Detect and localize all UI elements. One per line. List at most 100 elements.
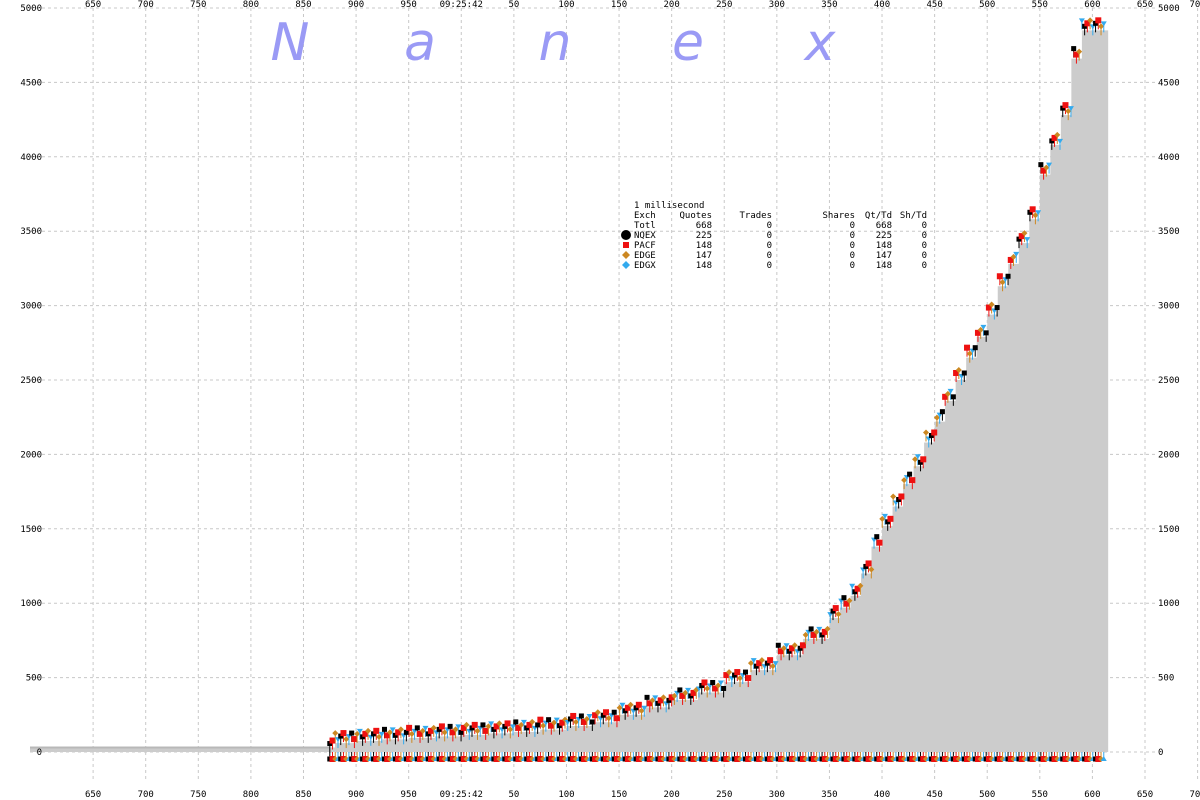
exchange-quote-markers (327, 17, 1107, 762)
nqex-quote-marker (950, 394, 956, 400)
legend-header: Shares (822, 211, 855, 221)
pacf-quote-marker (1084, 20, 1091, 27)
nqex-quote-marker (513, 719, 519, 725)
edgx-quote-marker (849, 583, 856, 589)
pacf-quote-marker (351, 736, 358, 743)
legend-cell: 0 (767, 261, 772, 271)
x-tick-label: 200 (664, 790, 680, 800)
edge-quote-marker (1010, 253, 1017, 260)
edgx-quote-marker (455, 724, 462, 730)
x-tick-label: 550 (1032, 790, 1048, 800)
edgx-quote-marker (510, 724, 517, 730)
legend-cell: 668 (696, 221, 712, 231)
nqex-quote-marker (961, 370, 967, 376)
edge-quote-marker (572, 718, 579, 725)
edge-quote-marker (922, 429, 929, 436)
x-tick-label: 650 (1137, 0, 1153, 10)
pacf-quote-marker (362, 730, 369, 737)
edgx-quote-marker (881, 513, 888, 519)
x-tick-label: 300 (769, 790, 785, 800)
edge-quote-marker (649, 697, 656, 704)
nqex-quote-marker (721, 685, 727, 691)
edge-quote-marker (704, 685, 711, 692)
pacf-quote-marker (526, 721, 533, 728)
y-tick-label: 4000 (1158, 153, 1180, 163)
pacf-quote-marker (1095, 17, 1102, 24)
edge-quote-marker (966, 350, 973, 357)
edgx-quote-marker (586, 713, 593, 719)
x-tick-label: 600 (1084, 790, 1100, 800)
edgx-quote-marker (685, 687, 692, 693)
x-tick-label: 800 (243, 0, 259, 10)
y-tick-label: 1500 (1158, 525, 1180, 535)
nqex-quote-marker (381, 726, 387, 732)
x-tick-label: 50 (508, 790, 519, 800)
legend-nqex-swatch (621, 230, 631, 240)
edge-quote-marker (365, 727, 372, 734)
edgx-quote-marker (652, 695, 659, 701)
y-tick-label: 2500 (1158, 376, 1180, 386)
edge-quote-marker (605, 715, 612, 722)
y-tick-label: 1000 (20, 599, 42, 609)
pacf-quote-marker (788, 645, 795, 652)
y-axis-right: 0 500 1000 1500 2000 2500 3000 3500 4000 4500 5000 (1158, 4, 1180, 758)
edge-quote-marker (791, 642, 798, 649)
pacf-quote-marker (570, 712, 577, 719)
x-tick-label: 700 (138, 790, 154, 800)
edge-quote-marker (660, 694, 667, 701)
edge-quote-marker (518, 721, 525, 728)
x-axis-bottom: 650 700 750 800 850 900 950 09:25:42 50 100 150 200… (85, 790, 1200, 800)
edge-quote-marker (419, 727, 426, 734)
x-tick-label: 350 (821, 790, 837, 800)
pacf-quote-marker (624, 704, 631, 711)
x-tick-label: 09:25:42 (440, 0, 483, 10)
edgx-quote-marker (783, 643, 790, 649)
nqex-quote-marker (1038, 162, 1044, 168)
pacf-quote-marker (734, 669, 741, 676)
y-tick-label: 1000 (1158, 599, 1180, 609)
pacf-quote-marker (909, 477, 916, 484)
legend-cell: 0 (767, 231, 772, 241)
edge-quote-marker (551, 719, 558, 726)
edge-quote-marker (1087, 17, 1094, 24)
x-tick-label: 700 (1189, 790, 1200, 800)
y-tick-label: 3000 (1158, 302, 1180, 312)
y-axis-left: 0 500 1000 1500 2000 2500 3000 3500 4000 4500 5000 (20, 4, 42, 758)
x-tick-label: 400 (874, 0, 890, 10)
x-tick-label: 650 (85, 0, 101, 10)
pacf-quote-marker (1051, 134, 1058, 141)
pacf-quote-marker (843, 600, 850, 607)
edgx-quote-marker (1035, 210, 1042, 216)
x-tick-label: 400 (874, 790, 890, 800)
pacf-quote-marker (438, 723, 445, 730)
legend-cell: Totl (634, 221, 656, 231)
legend-title: 1 millisecond (634, 201, 704, 211)
y-tick-label: 5000 (20, 4, 42, 14)
pacf-quote-marker (745, 675, 752, 682)
nqex-quote-marker (874, 534, 880, 540)
edge-quote-marker (901, 477, 908, 484)
nqex-quote-marker (742, 669, 748, 675)
pacf-quote-marker (460, 724, 467, 731)
pacf-quote-marker (592, 712, 599, 719)
x-tick-label: 750 (190, 0, 206, 10)
watermark-letter: x (803, 13, 837, 73)
edgx-quote-marker (914, 454, 921, 460)
edgx-quote-marker (1100, 756, 1107, 761)
pacf-quote-marker (887, 515, 894, 522)
legend-header: Sh/Td (900, 211, 927, 221)
legend-cell: 0 (850, 261, 855, 271)
edgx-quote-marker (980, 324, 987, 330)
y-tick-label: 500 (26, 674, 42, 684)
y-tick-label: 2000 (20, 450, 42, 460)
pacf-quote-marker (657, 697, 664, 704)
x-tick-label: 200 (664, 0, 680, 10)
x-tick-label: 450 (926, 0, 942, 10)
legend-cell: EDGE (634, 251, 656, 261)
edge-quote-marker (452, 726, 459, 733)
nqex-quote-marker (447, 723, 453, 729)
edge-quote-marker (890, 493, 897, 500)
x-tick-label: 850 (295, 790, 311, 800)
